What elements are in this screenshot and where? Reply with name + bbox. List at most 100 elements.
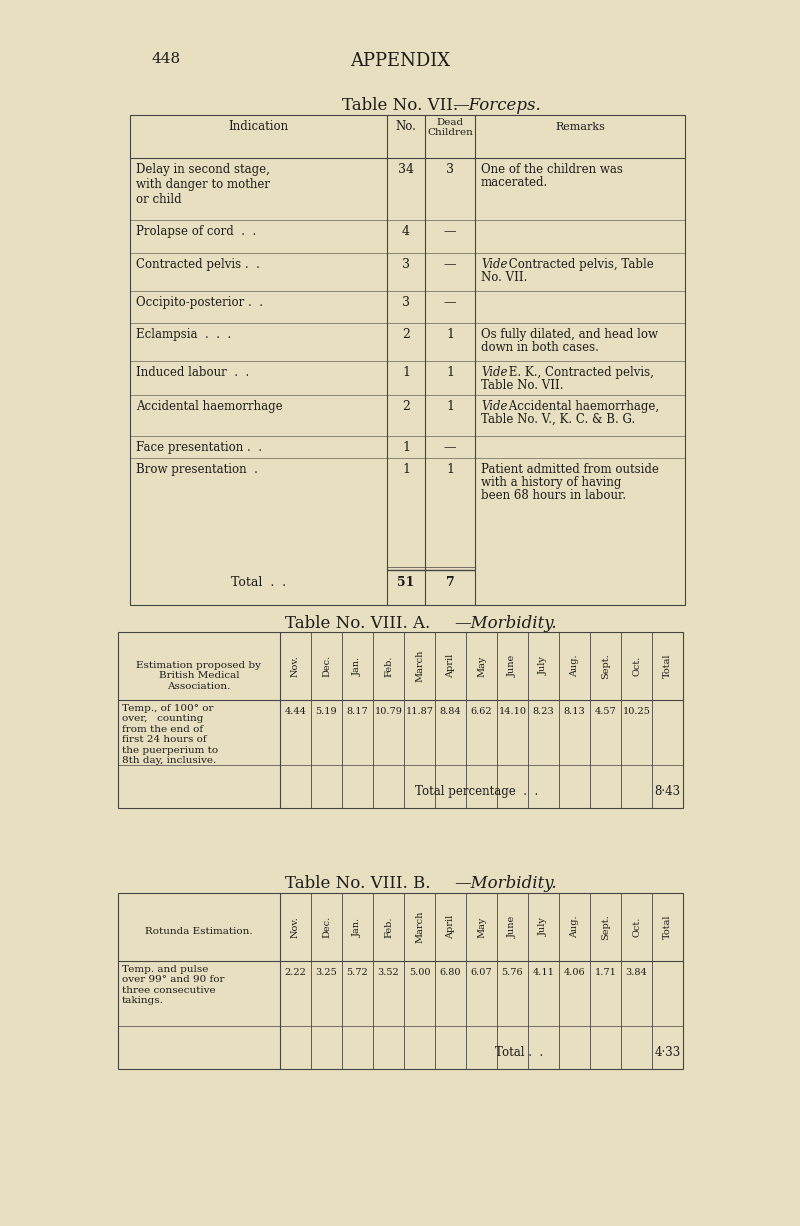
Text: 2.22: 2.22 — [285, 969, 306, 977]
Text: Eclampsia  .  .  .: Eclampsia . . . — [136, 329, 231, 341]
Text: Oct.: Oct. — [632, 656, 641, 677]
Text: 3: 3 — [402, 257, 410, 271]
Text: —: — — [444, 441, 456, 454]
Text: 4.44: 4.44 — [285, 707, 306, 716]
Text: July: July — [539, 657, 548, 676]
Text: 11.87: 11.87 — [406, 707, 434, 716]
Text: Induced labour  .  .: Induced labour . . — [136, 367, 250, 379]
Text: April: April — [446, 653, 455, 678]
Text: —Morbidity.: —Morbidity. — [454, 875, 557, 893]
Text: 8.23: 8.23 — [533, 707, 554, 716]
Text: 8·43: 8·43 — [654, 785, 681, 798]
Text: Feb.: Feb. — [384, 655, 393, 677]
Text: 1.71: 1.71 — [594, 969, 617, 977]
Text: Dec.: Dec. — [322, 916, 331, 938]
Text: 5.76: 5.76 — [502, 969, 523, 977]
Text: Face presentation .  .: Face presentation . . — [136, 441, 262, 454]
Text: Oct.: Oct. — [632, 917, 641, 937]
Text: Nov.: Nov. — [291, 916, 300, 938]
Text: Indication: Indication — [229, 120, 289, 132]
Text: Vide: Vide — [481, 400, 507, 413]
Text: 10.79: 10.79 — [374, 707, 402, 716]
Text: Table No. VIII. B.: Table No. VIII. B. — [286, 875, 430, 893]
Text: Accidental haemorrhage: Accidental haemorrhage — [136, 400, 282, 413]
Text: 8.84: 8.84 — [440, 707, 462, 716]
Text: Dec.: Dec. — [322, 655, 331, 677]
Text: Occipito-posterior .  .: Occipito-posterior . . — [136, 295, 263, 309]
Text: macerated.: macerated. — [481, 177, 548, 189]
Text: 34: 34 — [398, 163, 414, 177]
Text: 5.19: 5.19 — [316, 707, 338, 716]
Text: Jan.: Jan. — [353, 917, 362, 937]
Text: Accidental haemorrhage,: Accidental haemorrhage, — [505, 400, 659, 413]
Text: 10.25: 10.25 — [622, 707, 650, 716]
Text: 5.72: 5.72 — [346, 969, 368, 977]
Text: Aug.: Aug. — [570, 655, 579, 677]
Text: 1: 1 — [402, 463, 410, 476]
Text: 1: 1 — [402, 441, 410, 454]
Text: Rotunda Estimation.: Rotunda Estimation. — [145, 928, 253, 937]
Text: Delay in second stage,
with danger to mother
or child: Delay in second stage, with danger to mo… — [136, 163, 270, 206]
Text: June: June — [508, 655, 517, 677]
Text: One of the children was: One of the children was — [481, 163, 623, 177]
Text: Total: Total — [663, 653, 672, 678]
Text: 4·33: 4·33 — [654, 1046, 681, 1059]
Text: Vide: Vide — [481, 367, 507, 379]
Text: 6.07: 6.07 — [470, 969, 492, 977]
Text: No. VII.: No. VII. — [481, 271, 527, 284]
Text: Remarks: Remarks — [555, 123, 605, 132]
Text: No.: No. — [395, 120, 417, 132]
Text: Contracted pelvis, Table: Contracted pelvis, Table — [505, 257, 654, 271]
Text: June: June — [508, 916, 517, 938]
Text: Sept.: Sept. — [601, 915, 610, 940]
Text: Total  .  .: Total . . — [231, 576, 286, 588]
Text: E. K., Contracted pelvis,: E. K., Contracted pelvis, — [505, 367, 654, 379]
Text: —Morbidity.: —Morbidity. — [454, 615, 557, 631]
Text: Brow presentation  .: Brow presentation . — [136, 463, 258, 476]
Text: 4.57: 4.57 — [594, 707, 616, 716]
Text: Table No. VII.: Table No. VII. — [342, 97, 458, 114]
Text: Table No. V., K. C. & B. G.: Table No. V., K. C. & B. G. — [481, 413, 635, 425]
Text: March: March — [415, 911, 424, 943]
Text: 3: 3 — [446, 163, 454, 177]
Text: 14.10: 14.10 — [498, 707, 526, 716]
Text: Total .  .: Total . . — [494, 1046, 543, 1059]
Text: 3.52: 3.52 — [378, 969, 399, 977]
Text: Total percentage  .  .: Total percentage . . — [414, 785, 538, 798]
Text: down in both cases.: down in both cases. — [481, 341, 599, 354]
Text: 3: 3 — [402, 295, 410, 309]
Text: Table No. VIII. A.: Table No. VIII. A. — [286, 615, 430, 631]
Text: —Forceps.: —Forceps. — [452, 97, 541, 114]
Text: Aug.: Aug. — [570, 916, 579, 938]
Text: —: — — [444, 257, 456, 271]
Bar — [130, 115, 685, 604]
Bar — [118, 893, 683, 1069]
Text: May: May — [477, 656, 486, 677]
Text: Prolapse of cord  .  .: Prolapse of cord . . — [136, 226, 256, 238]
Text: 1: 1 — [446, 367, 454, 379]
Text: 51: 51 — [398, 576, 414, 588]
Text: July: July — [539, 917, 548, 937]
Bar — [118, 631, 683, 808]
Text: Dead
Children: Dead Children — [427, 118, 473, 137]
Text: 7: 7 — [446, 576, 454, 588]
Text: April: April — [446, 915, 455, 939]
Text: Nov.: Nov. — [291, 655, 300, 677]
Text: been 68 hours in labour.: been 68 hours in labour. — [481, 489, 626, 501]
Text: Os fully dilated, and head low: Os fully dilated, and head low — [481, 329, 658, 341]
Text: 4: 4 — [402, 226, 410, 238]
Text: Temp., of 100° or
over,   counting
from the end of
first 24 hours of
the puerper: Temp., of 100° or over, counting from th… — [122, 704, 218, 765]
Text: 2: 2 — [402, 400, 410, 413]
Text: May: May — [477, 916, 486, 938]
Text: 1: 1 — [446, 329, 454, 341]
Text: 6.80: 6.80 — [440, 969, 462, 977]
Text: 1: 1 — [402, 367, 410, 379]
Text: 4.06: 4.06 — [564, 969, 586, 977]
Text: 3.84: 3.84 — [626, 969, 647, 977]
Text: 448: 448 — [152, 51, 181, 66]
Text: Vide: Vide — [481, 257, 507, 271]
Text: 2: 2 — [402, 329, 410, 341]
Text: Estimation proposed by
British Medical
Association.: Estimation proposed by British Medical A… — [137, 661, 262, 691]
Text: Sept.: Sept. — [601, 653, 610, 679]
Text: 4.11: 4.11 — [533, 969, 554, 977]
